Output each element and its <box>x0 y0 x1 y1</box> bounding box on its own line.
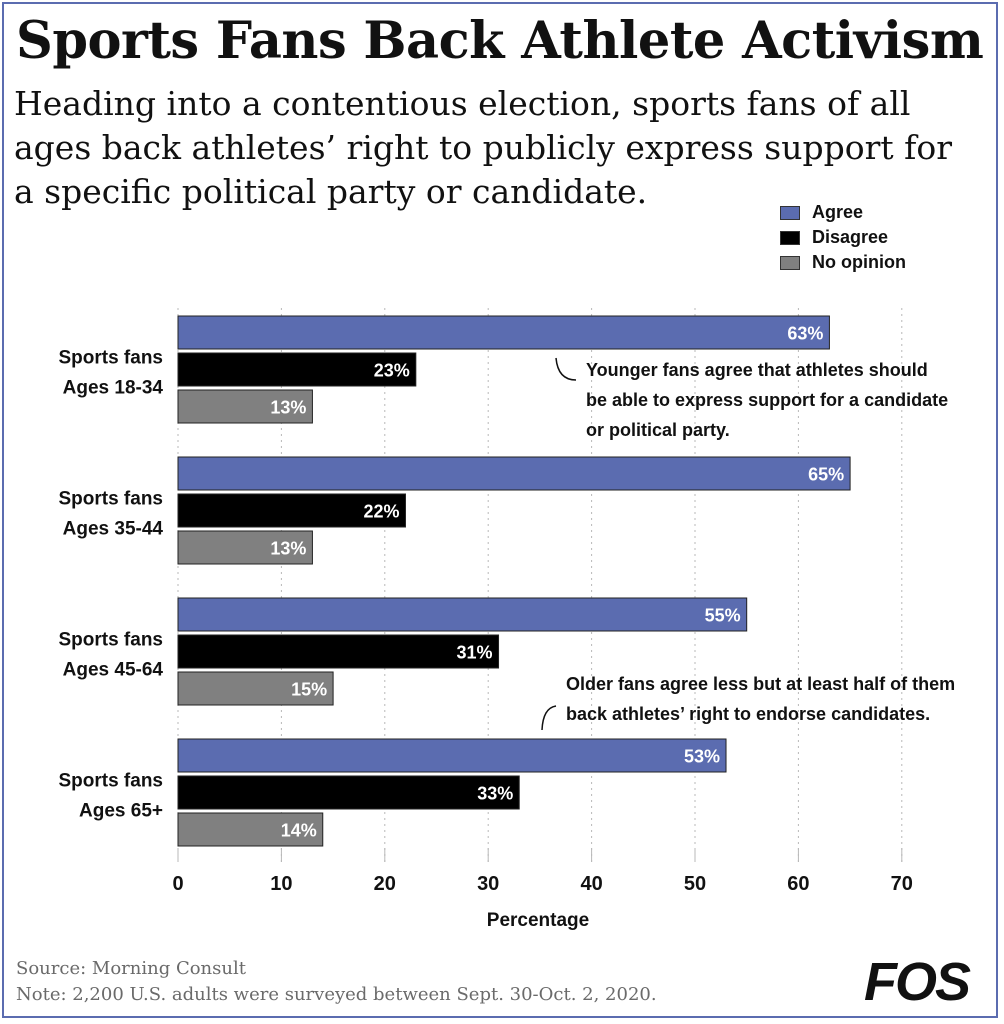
source-block: Source: Morning Consult Note: 2,200 U.S.… <box>16 956 657 1008</box>
annotation-text: back athletes’ right to endorse candidat… <box>566 704 930 724</box>
legend-item-no-opinion: No opinion <box>780 250 906 275</box>
chart-subtitle: Heading into a contentious election, spo… <box>14 84 952 211</box>
x-tick-label: 60 <box>787 873 809 895</box>
legend-swatch-no-opinion <box>780 255 800 270</box>
legend-label-disagree: Disagree <box>812 227 889 247</box>
annotation-leader-line <box>555 357 577 381</box>
data-label: 23% <box>374 361 410 381</box>
annotation-text: Older fans agree less but at least half … <box>566 674 955 694</box>
category-label: Ages 35-44 <box>63 519 164 540</box>
annotation-text: or political party. <box>586 420 730 440</box>
legend-label-agree: Agree <box>812 202 864 222</box>
annotation-text: Younger fans agree that athletes should <box>586 360 928 380</box>
category-label: Sports fans <box>58 771 163 792</box>
source-text: Source: Morning Consult <box>16 958 246 979</box>
bar-no-opinion <box>177 671 334 706</box>
legend-item-disagree: Disagree <box>780 225 906 250</box>
legend-swatch-disagree <box>780 230 800 245</box>
legend-label-no-opinion: No opinion <box>812 252 906 272</box>
category-label: Ages 45-64 <box>63 660 164 681</box>
bar-disagree <box>177 634 500 669</box>
data-label: 55% <box>705 606 741 626</box>
category-label: Sports fans <box>58 489 163 510</box>
bar-no-opinion <box>177 812 324 847</box>
bar-disagree <box>177 775 520 810</box>
bar-no-opinion <box>177 389 313 424</box>
data-label: 33% <box>477 784 513 804</box>
bar-no-opinion <box>177 530 313 565</box>
data-label: 13% <box>270 539 306 559</box>
data-label: 63% <box>787 324 823 344</box>
bar-agree <box>177 738 727 773</box>
x-tick-label: 40 <box>580 873 602 895</box>
bar-disagree <box>177 352 417 387</box>
x-tick-label: 0 <box>172 873 183 895</box>
chart-title: Sports Fans Back Athlete Activism <box>16 11 984 71</box>
note-text: Note: 2,200 U.S. adults were surveyed be… <box>16 984 657 1005</box>
annotation-text: be able to express support for a candida… <box>586 390 948 410</box>
data-label: 65% <box>808 465 844 485</box>
fos-logo: FOS <box>864 952 971 1012</box>
x-tick-label: 10 <box>270 873 292 895</box>
legend-swatch-agree <box>780 205 800 220</box>
legend: Agree Disagree No opinion <box>780 200 906 275</box>
data-label: 14% <box>281 821 317 841</box>
x-tick-label: 70 <box>891 873 913 895</box>
category-label: Sports fans <box>58 630 163 651</box>
annotation-leader-line <box>541 705 557 731</box>
data-label: 31% <box>457 643 493 663</box>
data-label: 15% <box>291 680 327 700</box>
bar-agree <box>177 315 830 350</box>
data-label: 22% <box>363 502 399 522</box>
bar-agree <box>177 456 851 491</box>
category-label: Ages 18-34 <box>63 378 164 399</box>
data-label: 13% <box>270 398 306 418</box>
legend-item-agree: Agree <box>780 200 906 225</box>
bar-agree <box>177 597 748 632</box>
x-tick-label: 30 <box>477 873 499 895</box>
x-axis-title: Percentage <box>487 910 589 931</box>
bar-disagree <box>177 493 406 528</box>
data-label: 53% <box>684 747 720 767</box>
category-label: Sports fans <box>58 348 163 369</box>
x-tick-label: 50 <box>684 873 706 895</box>
x-tick-label: 20 <box>374 873 396 895</box>
category-label: Ages 65+ <box>79 801 163 822</box>
